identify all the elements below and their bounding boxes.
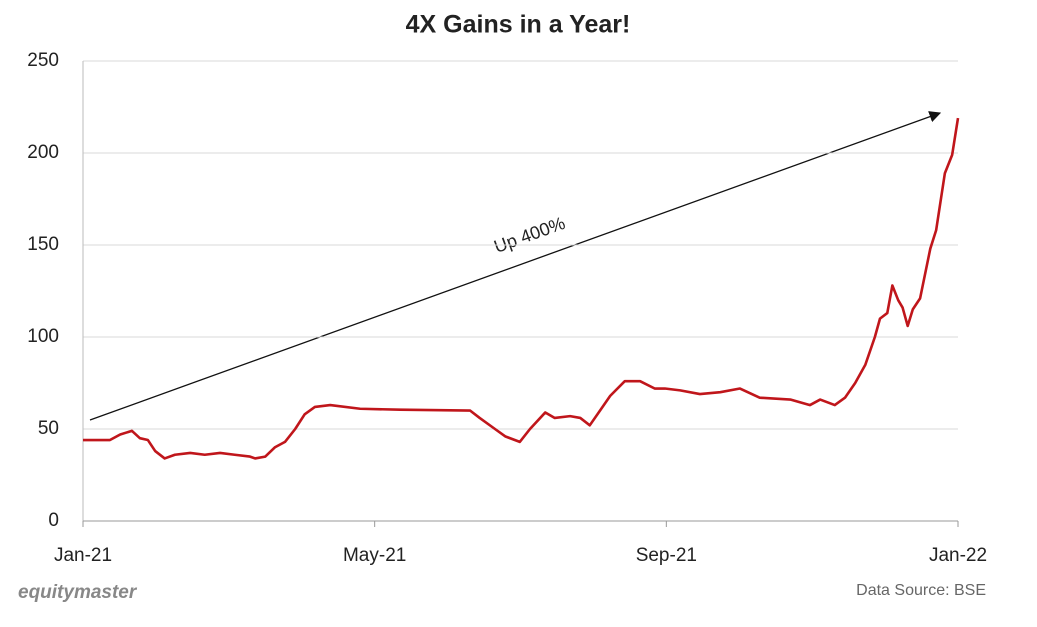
y-tick-label: 200 bbox=[27, 142, 59, 163]
y-tick-label: 150 bbox=[27, 234, 59, 255]
x-tick-label: Jan-22 bbox=[929, 545, 987, 566]
y-tick-label: 0 bbox=[48, 510, 59, 531]
line bbox=[83, 117, 960, 460]
y-tick-label: 100 bbox=[27, 326, 59, 347]
y-tick-label: 50 bbox=[38, 418, 59, 439]
x-tick-label: May-21 bbox=[343, 545, 406, 566]
chart-title: 4X Gains in a Year! bbox=[406, 11, 631, 39]
brand: equitymaster bbox=[18, 582, 138, 603]
source: Data Source: BSE bbox=[856, 582, 986, 599]
arrow bbox=[89, 111, 942, 421]
y-tick-label: 250 bbox=[27, 50, 59, 71]
annotation: Up 400% bbox=[491, 213, 567, 257]
x-tick-label: Jan-21 bbox=[54, 545, 112, 566]
x-tick-label: Sep-21 bbox=[636, 545, 697, 566]
